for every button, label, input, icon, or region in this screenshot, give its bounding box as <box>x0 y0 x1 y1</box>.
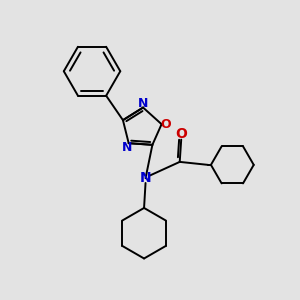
Text: N: N <box>138 97 148 110</box>
Text: N: N <box>140 171 152 185</box>
Text: O: O <box>160 118 171 131</box>
Text: O: O <box>175 127 187 141</box>
Text: N: N <box>122 141 132 154</box>
